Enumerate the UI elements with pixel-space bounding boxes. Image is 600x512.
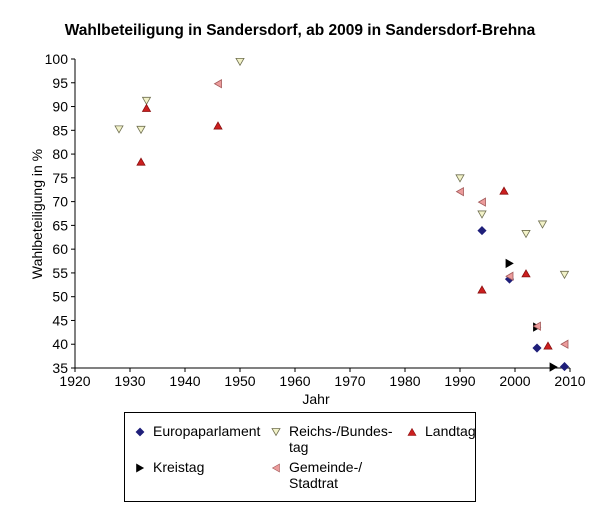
chart-title: Wahlbeteiligung in Sandersdorf, ab 2009 … (64, 22, 536, 39)
y-tick-label: 80 (52, 146, 68, 162)
data-point-gemeinde-stadtrat (477, 197, 486, 207)
y-tick-label: 45 (52, 312, 68, 328)
data-point-gemeinde-stadtrat (505, 271, 514, 281)
data-point-landtag (477, 285, 487, 294)
x-tick-label: 2000 (499, 373, 530, 389)
data-point-landtag (136, 157, 146, 166)
y-tick-label: 65 (52, 217, 68, 233)
triangle-right-icon (136, 463, 145, 473)
x-tick-label: 1950 (224, 373, 255, 389)
legend-item-gemeinde-stadtrat: Gemeinde-/ Stadtrat (271, 459, 362, 491)
x-axis-label: Jahr (302, 391, 330, 407)
legend-label-europaparlament: Europaparlament (153, 423, 261, 439)
legend-label-gemeinde-stadtrat: Gemeinde-/ Stadtrat (289, 459, 363, 491)
data-point-gemeinde-stadtrat (560, 339, 569, 349)
y-tick-label: 85 (52, 122, 68, 138)
triangle-down-icon (271, 428, 281, 437)
x-tick-label: 1920 (59, 373, 90, 389)
legend-item-kreistag: Kreistag (135, 459, 204, 475)
x-tick-label: 1980 (389, 373, 420, 389)
data-point-reichs-bundes-tag (477, 210, 487, 219)
data-point-reichs-bundes-tag (114, 125, 124, 134)
legend-item-landtag: Landtag (407, 423, 476, 439)
data-point-gemeinde-stadtrat (532, 321, 541, 331)
legend-label-reichs-bundestag: Reichs-/Bundes- tag (289, 423, 393, 455)
x-tick-label: 1940 (169, 373, 200, 389)
data-point-reichs-bundes-tag (141, 96, 152, 106)
data-point-gemeinde-stadtrat (213, 79, 222, 89)
data-point-landtag (141, 103, 152, 112)
legend-item-europaparlament: Europaparlament (135, 423, 260, 439)
y-tick-label: 75 (52, 170, 68, 186)
y-tick-label: 35 (52, 360, 68, 376)
triangle-left-icon (271, 463, 280, 473)
y-tick-label: 55 (52, 265, 68, 281)
data-points (114, 57, 570, 372)
y-tick-label: 40 (52, 336, 68, 352)
x-tick-label: 1930 (114, 373, 145, 389)
data-point-landtag (543, 341, 553, 350)
y-tick-label: 70 (52, 194, 68, 210)
legend-label-kreistag: Kreistag (153, 459, 205, 475)
data-point-reichs-bundes-tag (136, 125, 146, 135)
x-tick-label: 1960 (279, 373, 310, 389)
axes: 35 40 45 50 55 60 65 70 75 80 85 90 95 100 1920 1930 194… (45, 51, 586, 389)
data-point-kreistag (505, 258, 514, 269)
data-point-gemeinde-stadtrat (455, 186, 464, 197)
data-point-reichs-bundes-tag (455, 174, 465, 183)
data-point-reichs-bundes-tag (235, 57, 245, 67)
data-point-landtag (499, 186, 509, 195)
data-point-europaparlament (477, 226, 487, 236)
x-tick-label: 2010 (554, 373, 585, 389)
y-tick-label: 50 (52, 289, 68, 305)
y-tick-label: 60 (52, 241, 68, 257)
data-point-reichs-bundes-tag (521, 230, 531, 239)
diamond-icon (135, 427, 145, 437)
data-point-europaparlament (559, 362, 570, 372)
data-point-landtag (521, 269, 531, 278)
y-tick-label: 90 (52, 99, 68, 115)
data-point-kreistag (549, 362, 558, 372)
y-axis-label: Wahlbeteiligung in % (29, 149, 45, 279)
y-tick-label: 95 (52, 75, 68, 91)
data-point-europaparlament (532, 343, 542, 353)
data-point-landtag (213, 121, 223, 130)
data-point-reichs-bundes-tag (559, 270, 570, 280)
legend-item-reichs-bundestag: Reichs-/Bundes- tag (271, 423, 393, 455)
legend: Europaparlament Reichs-/Bundes- tag Land… (124, 412, 476, 502)
triangle-up-icon (407, 427, 417, 436)
y-tick-label: 100 (45, 51, 69, 67)
legend-label-landtag: Landtag (425, 423, 476, 439)
x-tick-label: 1990 (444, 373, 475, 389)
data-point-reichs-bundes-tag (537, 220, 548, 229)
x-tick-label: 1970 (334, 373, 365, 389)
